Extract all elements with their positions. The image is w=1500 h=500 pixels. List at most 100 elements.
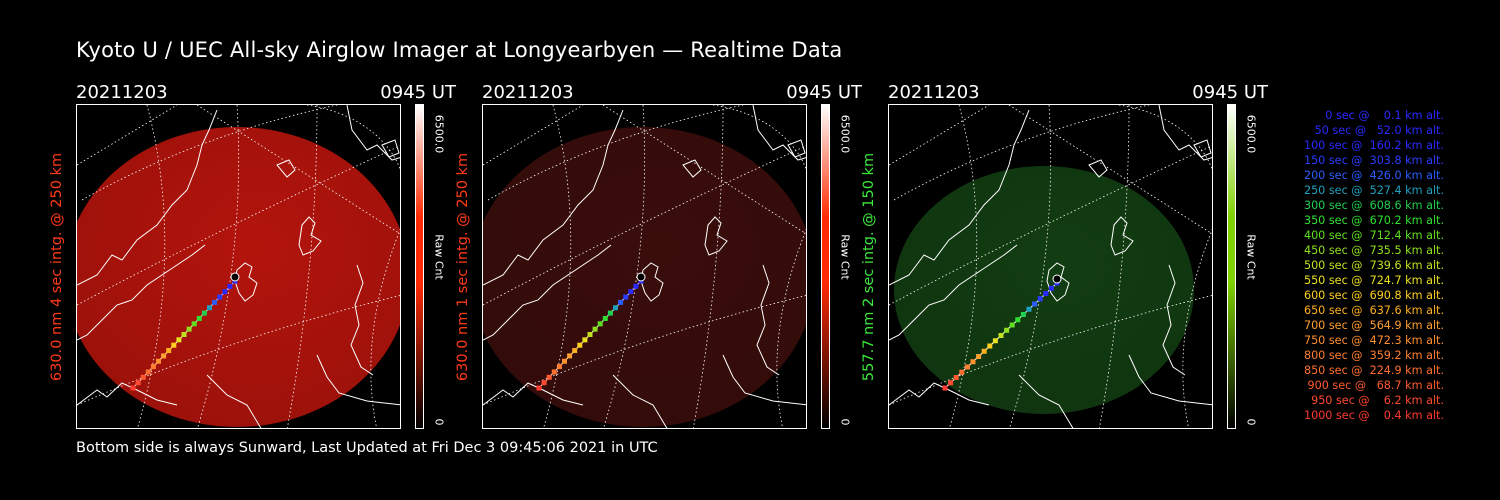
trajectory-marker [546,374,552,380]
legend-entry: 400 sec @ 712.4 km alt. [1300,229,1444,242]
coastline [1128,354,1212,406]
coastline [1110,216,1134,256]
panel-630-1s: 20211203 0945 UT 630.0 nm 1 sec intg. @ … [455,82,942,442]
coastline [483,382,584,406]
coastline [77,382,178,406]
coastline [381,139,400,158]
colorbar-max-text: 6500.0 [432,114,446,154]
allsky-map [483,105,806,428]
grid-line [776,229,806,428]
colorbar-unit: Raw Cnt [1244,227,1258,287]
trajectory-marker [628,289,634,295]
legend-entry: 850 sec @ 224.9 km alt. [1300,364,1444,377]
coastline [483,109,624,286]
trajectory-marker [998,333,1004,338]
panel-time: 0945 UT [380,82,456,103]
colorbar-unit: Raw Cnt [838,227,852,287]
trajectory-marker [541,380,547,386]
trajectory-marker [1032,301,1038,307]
legend-entry: 150 sec @ 303.8 km alt. [1300,154,1444,167]
grid-line [1009,105,1052,428]
colorbar-unit-text: Raw Cnt [432,234,446,280]
station-marker [1052,274,1062,284]
trajectory-marker [572,348,578,354]
colorbar-max-text: 6500.0 [838,114,852,154]
colorbar-unit-text: Raw Cnt [1244,234,1258,280]
grid-line [137,105,166,428]
panel-557-2s: 20211203 0945 UT 557.7 nm 2 sec intg. @ … [861,82,1348,442]
grid-line [81,105,338,201]
trajectory-marker [1043,291,1049,296]
legend-entry: 300 sec @ 608.6 km alt. [1300,199,1444,212]
trajectory-marker [1015,317,1021,323]
panel-ylabel: 557.7 nm 2 sec intg. @ 150 km [854,104,884,429]
coastline [1162,264,1186,376]
coastline [704,216,728,256]
airglow-disc [894,166,1194,414]
trajectory-marker [1004,327,1010,333]
trajectory-marker [536,385,542,391]
trajectory-marker [942,385,948,391]
legend-entry: 800 sec @ 359.2 km alt. [1300,349,1444,362]
trajectory-marker [970,359,976,365]
panel-630-4s: 20211203 0945 UT 630.0 nm 4 sec intg. @ … [49,82,536,442]
panel-date: 20211203 [888,82,980,103]
trajectory-marker [161,353,167,359]
coastline [298,216,322,256]
grid-line [1098,105,1130,428]
colorbar-unit: Raw Cnt [432,227,446,287]
grid-line [1118,105,1212,171]
trajectory-marker [607,310,613,316]
trajectory-marker [1037,296,1043,302]
legend-entry: 650 sec @ 637.6 km alt. [1300,304,1444,317]
grid-line [712,105,806,171]
coastline [350,264,374,376]
grid-line [692,105,724,428]
trajectory-marker [567,353,573,359]
grid-line [602,105,806,235]
grid-line [893,105,1150,201]
coastline [1193,139,1212,158]
grid-line [77,105,178,166]
legend-entry: 200 sec @ 426.0 km alt. [1300,169,1444,182]
trajectory-marker [587,332,593,337]
colorbar [1227,104,1236,429]
grid-line [1182,229,1212,428]
coastline [612,374,668,428]
trajectory-marker [633,283,639,289]
trajectory-marker [959,369,965,375]
station-marker [636,272,646,282]
legend-entry: 700 sec @ 564.9 km alt. [1300,319,1444,332]
trajectory-marker [1009,322,1015,328]
legend-entry: 250 sec @ 527.4 km alt. [1300,184,1444,197]
footer-note: Bottom side is always Sunward, Last Upda… [76,440,658,456]
colorbar-min-text: 0 [1244,418,1258,426]
coastline [640,262,664,302]
colorbar-min: 0 [1244,415,1258,429]
grid-line [370,229,400,428]
trajectory-marker [613,305,618,311]
colorbar-min: 0 [432,415,446,429]
coastline [1088,159,1108,178]
colorbar-max: 6500.0 [1244,104,1258,164]
colorbar-max: 6500.0 [432,104,446,164]
trajectory-marker [623,294,629,300]
allsky-image [888,104,1213,429]
grid-line [306,105,400,171]
panel-ylabel: 630.0 nm 1 sec intg. @ 250 km [448,104,478,429]
coastline [1018,374,1074,428]
trajectory-marker [602,315,608,321]
panel-time: 0945 UT [786,82,862,103]
legend-entry: 0 sec @ 0.1 km alt. [1314,109,1444,122]
panel-date: 20211203 [76,82,168,103]
coastline [206,374,262,428]
coastline [889,244,1018,341]
coastline [787,139,806,158]
coastline [682,159,702,178]
trajectory-marker [166,348,172,354]
coastline [722,354,806,406]
trajectory-marker [186,326,192,332]
trajectory-marker [196,315,202,321]
legend-entry: 450 sec @ 735.5 km alt. [1300,244,1444,257]
grid-line [487,105,744,201]
